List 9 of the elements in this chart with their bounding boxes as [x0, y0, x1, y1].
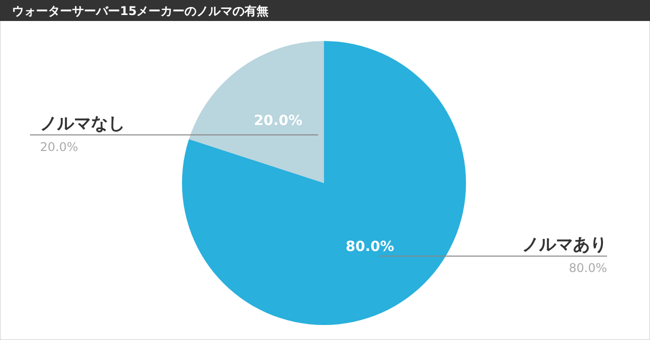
data-label: 20.0% — [254, 112, 302, 129]
text: 20.0% — [40, 140, 78, 154]
text: 80.0% — [568, 261, 607, 276]
data-label: 80.0% — [346, 239, 394, 256]
slice-label: ノルマあり — [522, 235, 607, 256]
chart-title: ウォーターサーバー15メーカーのノルマの有無 — [12, 4, 269, 18]
slice-label: ノルマなし — [40, 114, 125, 134]
pie-slice — [182, 41, 466, 325]
pie-slice — [188, 41, 324, 183]
